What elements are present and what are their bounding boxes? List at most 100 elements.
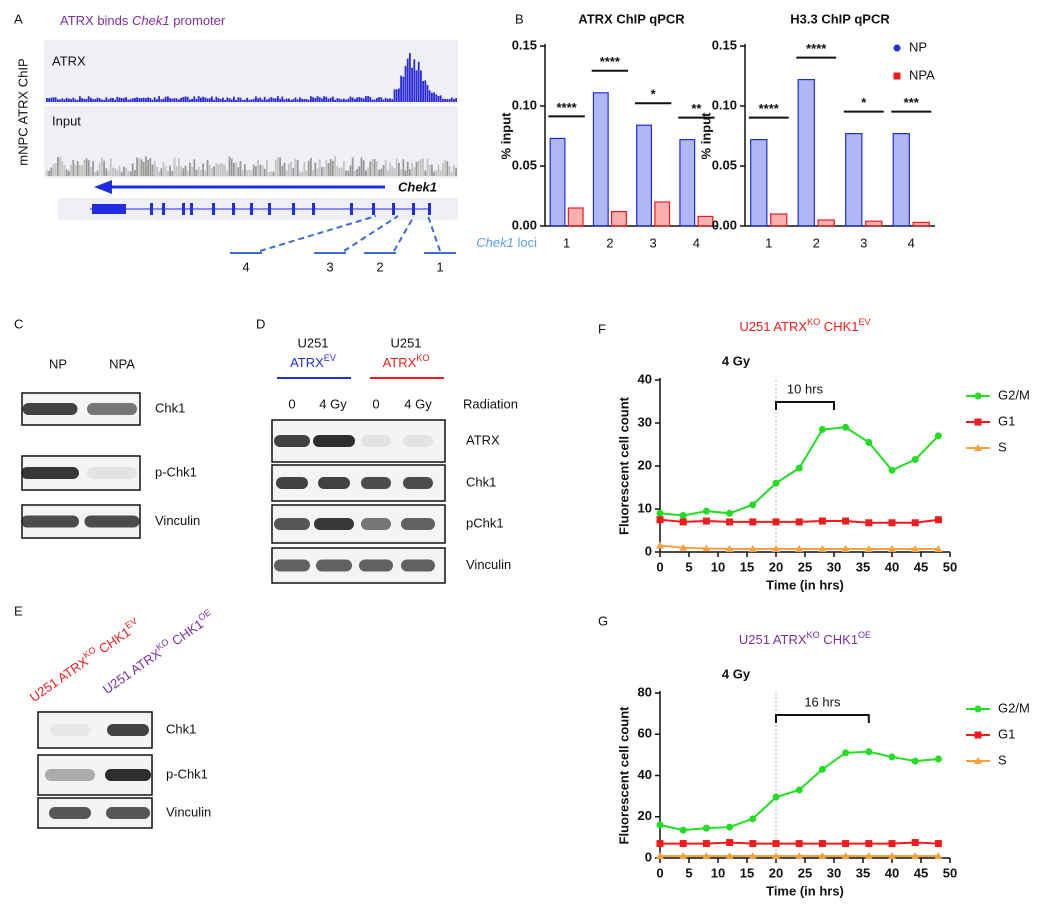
track-bar — [400, 169, 402, 176]
point — [841, 544, 850, 552]
track-bar — [52, 97, 55, 102]
point — [818, 425, 826, 433]
track-bar — [171, 171, 174, 176]
track-bar — [277, 157, 279, 176]
track-bar — [222, 97, 224, 102]
point — [656, 840, 664, 848]
blot-band — [87, 403, 137, 415]
track-bar — [274, 159, 277, 176]
track-bar — [211, 168, 213, 176]
blot-label: Chk1 — [466, 474, 496, 489]
track-bar — [180, 166, 182, 176]
track-bar — [296, 160, 299, 176]
track-bar — [288, 98, 290, 102]
chart-title-part: U251 ATRX — [739, 632, 807, 647]
track-bar — [125, 97, 127, 102]
point — [749, 518, 757, 526]
blot-band — [84, 515, 140, 528]
point — [911, 757, 919, 765]
track-bar — [393, 168, 396, 176]
track-bar — [235, 162, 237, 176]
track-bar — [175, 165, 178, 176]
track-bar — [103, 99, 105, 102]
bar — [549, 137, 566, 227]
track-bar — [244, 99, 246, 102]
track-bar — [442, 98, 444, 102]
track-bar — [356, 168, 358, 176]
track-bar — [222, 164, 224, 176]
point — [748, 851, 757, 859]
point — [702, 507, 710, 515]
track-bar — [435, 170, 438, 176]
track-bar — [316, 96, 319, 102]
track-bar — [250, 170, 253, 176]
condition-label: Radiation — [463, 396, 518, 411]
track-bar — [338, 98, 341, 102]
point — [842, 423, 850, 431]
track-bar — [395, 158, 398, 176]
blot-band — [105, 769, 151, 781]
track-bar — [149, 157, 152, 176]
track-bar — [402, 159, 405, 176]
track-bar — [92, 161, 94, 176]
track-bar — [105, 97, 108, 102]
track-bar — [59, 99, 61, 102]
point — [656, 509, 664, 517]
blot-band — [50, 724, 90, 736]
chart-title: ATRX ChIP qPCR — [578, 11, 685, 26]
lane-label: 0 — [372, 396, 379, 411]
track-bar — [114, 168, 116, 176]
track-bar — [404, 66, 407, 102]
point — [818, 840, 826, 848]
track-bar — [178, 99, 180, 102]
track-bar — [384, 159, 387, 176]
track-bar — [365, 170, 367, 176]
legend-marker — [893, 44, 901, 52]
track-bar — [186, 170, 189, 176]
track-bar — [241, 99, 244, 102]
track-bar — [373, 99, 376, 102]
x-tick-label: 2 — [606, 235, 613, 250]
track-bar — [268, 171, 270, 176]
track-bar — [96, 170, 99, 176]
legend-label: G2/M — [998, 387, 1030, 402]
blot-band — [316, 559, 352, 572]
track-bar — [125, 167, 127, 176]
legend-marker — [974, 418, 982, 426]
bar — [697, 215, 714, 227]
group-label: U251 — [390, 335, 421, 350]
exon — [372, 203, 375, 215]
y-tick-label: 10 — [638, 500, 652, 515]
track-bar — [191, 98, 193, 102]
track-bar — [358, 97, 361, 102]
point — [726, 839, 734, 847]
locus-link — [343, 215, 399, 252]
track-bar — [413, 59, 416, 102]
track-bar — [208, 164, 211, 176]
track-bar — [169, 98, 171, 102]
track-bar — [325, 159, 328, 176]
chart-title-part: KO — [807, 317, 820, 327]
track-bar — [332, 161, 334, 176]
blot-label: p-Chk1 — [155, 464, 197, 479]
x-tick-label: 15 — [740, 865, 754, 880]
track-bar — [112, 167, 114, 176]
track-bar — [204, 97, 207, 102]
track-bar — [72, 159, 75, 176]
track-title: ATRX binds Chek1 promoter — [60, 13, 226, 28]
track-bar — [224, 99, 226, 102]
x-tick-label: 3 — [860, 235, 867, 250]
exon — [312, 203, 315, 215]
track-bar — [248, 169, 251, 176]
track-bar — [83, 98, 86, 102]
track-bar — [422, 81, 424, 102]
track-bar — [252, 164, 255, 176]
track-bar — [413, 167, 416, 176]
x-tick-label: 10 — [711, 559, 725, 574]
track-bar — [420, 70, 422, 102]
track-bar — [46, 98, 48, 102]
gene-name: Chek1 — [398, 179, 437, 194]
bar — [654, 201, 671, 227]
track-bar — [261, 165, 264, 176]
